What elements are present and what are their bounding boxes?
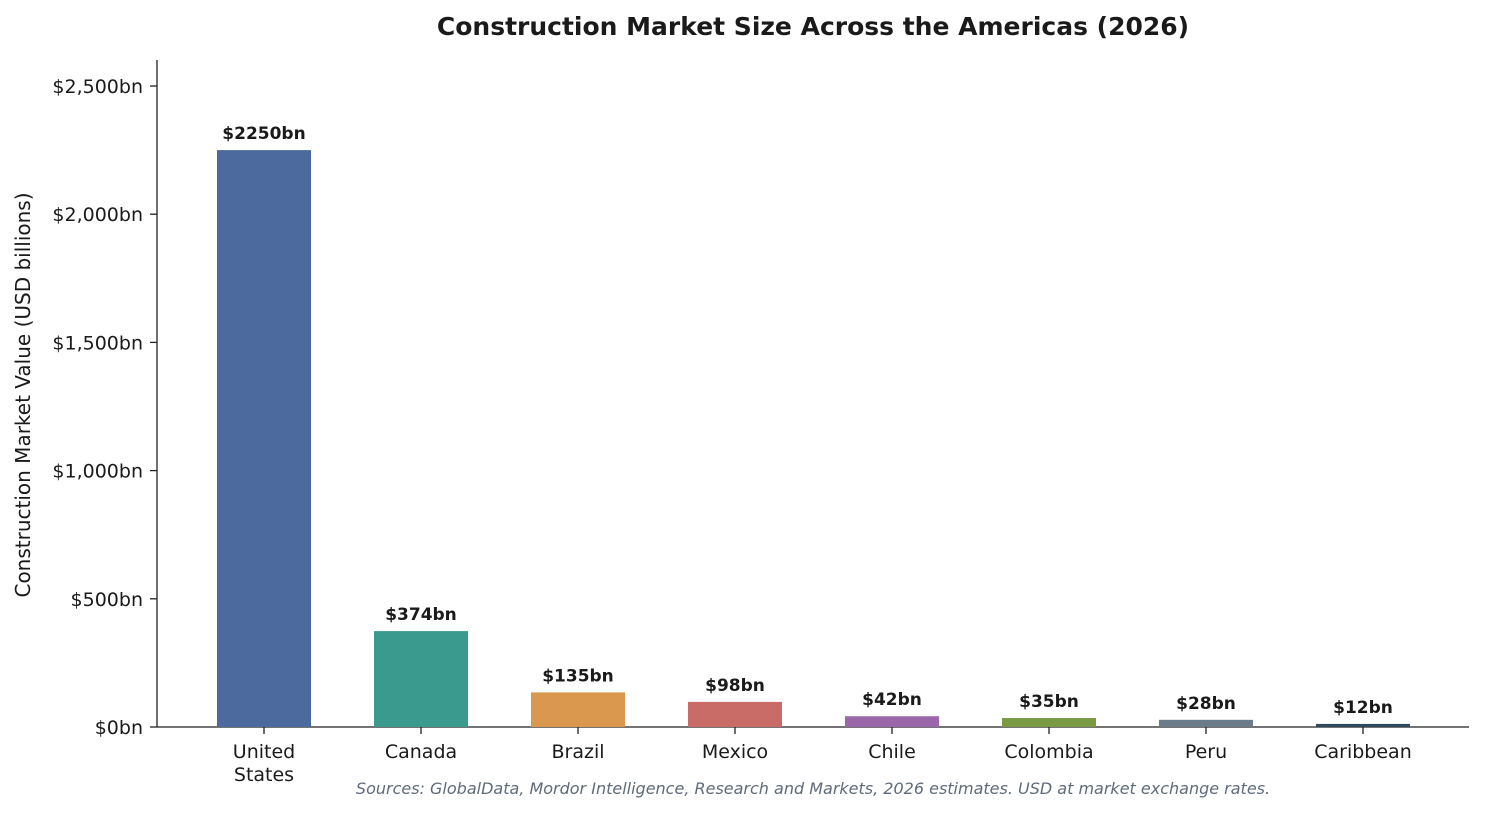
bar-brazil <box>531 692 625 727</box>
x-tick-label: Peru <box>1185 741 1227 763</box>
value-labels-group: $2250bn $374bn $135bn $98bn $42bn $35bn $28bn $… <box>222 124 1393 718</box>
y-tick-label: $0bn <box>95 717 143 739</box>
bar-canada <box>374 631 468 727</box>
x-axis-ticks: United States Canada Brazil Mexico Chile Colom… <box>233 727 1412 786</box>
y-axis-label: Construction Market Value (USD billions) <box>11 192 35 597</box>
x-tick-label: Caribbean <box>1314 741 1412 763</box>
bar-mexico <box>688 701 782 727</box>
y-tick-label: $1,500bn <box>52 332 143 354</box>
y-tick-label: $2,000bn <box>52 204 143 226</box>
source-note: Sources: GlobalData, Mordor Intelligence… <box>356 779 1270 798</box>
x-tick-label: United States <box>233 741 295 786</box>
bar-value-label: $35bn <box>1019 692 1079 712</box>
bar-colombia <box>1002 718 1096 727</box>
y-axis-ticks: $0bn $500bn $1,000bn $1,500bn $2,000bn $2,500… <box>52 76 157 739</box>
bars-group <box>217 150 1410 728</box>
y-tick-label: $500bn <box>71 589 143 611</box>
x-tick-label: Canada <box>385 741 457 763</box>
bar-value-label: $28bn <box>1176 694 1236 714</box>
bar-value-label: $98bn <box>705 676 765 696</box>
bar-caribbean <box>1316 723 1410 727</box>
bar-value-label: $135bn <box>542 666 614 686</box>
bar-peru <box>1159 719 1253 727</box>
bar-value-label: $12bn <box>1333 698 1393 718</box>
bar-value-label: $374bn <box>385 605 457 625</box>
y-tick-label: $2,500bn <box>52 76 143 98</box>
y-tick-label: $1,000bn <box>52 461 143 483</box>
bar-chile <box>845 716 939 727</box>
x-tick-label: Brazil <box>551 741 604 763</box>
x-tick-label: Chile <box>868 741 916 763</box>
x-tick-label: Mexico <box>702 741 768 763</box>
bar-value-label: $2250bn <box>222 124 305 144</box>
bar-value-label: $42bn <box>862 690 922 710</box>
x-tick-label: Colombia <box>1004 741 1093 763</box>
bar-united-states <box>217 150 311 728</box>
chart-title: Construction Market Size Across the Amer… <box>437 12 1189 41</box>
